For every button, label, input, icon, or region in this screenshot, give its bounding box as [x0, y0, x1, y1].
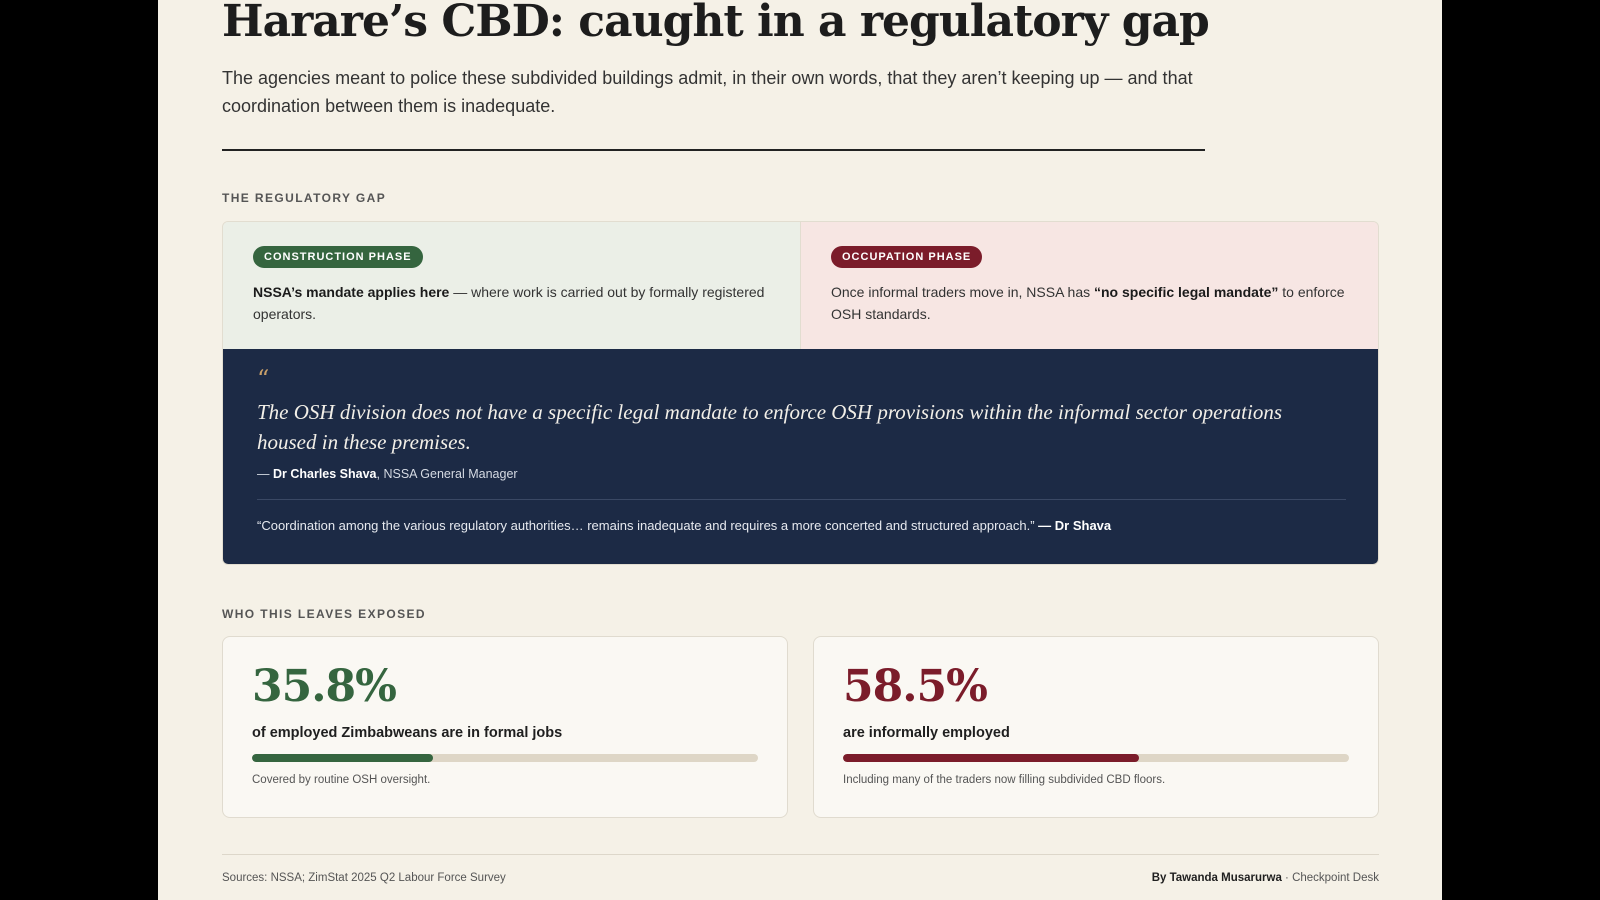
occupation-phase-post: to enforce OSH standards.: [831, 284, 1345, 322]
sources: Sources: NSSA; ZimStat 2025 Q2 Labour Fo…: [222, 872, 506, 884]
stat-value-informal: 58.5%: [843, 661, 988, 712]
quote-mark-icon: “: [257, 365, 270, 393]
byline-desk: · Checkpoint Desk: [1281, 872, 1379, 884]
stat-card-formal: 35.8% of employed Zimbabweans are in for…: [222, 636, 788, 818]
construction-phase-text: NSSA’s mandate applies here — where work…: [253, 281, 770, 325]
progress-fill-informal: [843, 754, 1139, 762]
pull-quote: The OSH division does not have a specifi…: [257, 400, 1282, 454]
stat-label-informal: are informally employed: [843, 725, 1010, 741]
construction-phase: CONSTRUCTION PHASE NSSA’s mandate applie…: [223, 222, 801, 349]
quote-attribution: — Dr Charles Shava, NSSA General Manager: [257, 467, 1346, 481]
progress-bar-formal: [252, 754, 758, 762]
stat-label-formal: of employed Zimbabweans are in formal jo…: [252, 725, 563, 741]
progress-fill-formal: [252, 754, 434, 762]
header-rule: [222, 149, 1205, 151]
occupation-phase-pre: Once informal traders move in, NSSA has: [831, 284, 1094, 300]
footer-rule: [222, 854, 1379, 855]
quote-panel: “ The OSH division does not have a speci…: [223, 349, 1378, 564]
occupation-phase-pill: OCCUPATION PHASE: [831, 246, 983, 268]
section-label-exposed: WHO THIS LEAVES EXPOSED: [222, 607, 427, 621]
secondary-quote-attribution: — Dr Shava: [1038, 518, 1112, 533]
section-label-regulatory-gap: THE REGULATORY GAP: [222, 191, 387, 205]
quote-divider: [257, 499, 1346, 500]
headline: Harare’s CBD: caught in a regulatory gap: [222, 0, 1210, 47]
byline: By Tawanda Musarurwa · Checkpoint Desk: [1152, 872, 1379, 884]
construction-phase-pill: CONSTRUCTION PHASE: [253, 246, 423, 268]
stat-card-informal: 58.5% are informally employed Including …: [813, 636, 1379, 818]
regulatory-gap-panel: CONSTRUCTION PHASE NSSA’s mandate applie…: [222, 221, 1379, 565]
byline-author: By Tawanda Musarurwa: [1151, 872, 1282, 884]
quote-attribution-name: Dr Charles Shava: [272, 467, 377, 481]
progress-bar-informal: [843, 754, 1349, 762]
occupation-phase-text: Once informal traders move in, NSSA has …: [831, 281, 1350, 325]
dek: The agencies meant to police these subdi…: [222, 68, 1193, 116]
construction-phase-rest: — where work is carried out by formally …: [253, 284, 765, 322]
quote-attribution-dash: —: [257, 467, 273, 481]
occupation-phase: OCCUPATION PHASE Once informal traders m…: [801, 222, 1378, 349]
stat-note-formal: Covered by routine OSH oversight.: [252, 774, 431, 786]
stat-value-formal: 35.8%: [252, 661, 397, 712]
secondary-quote: “Coordination among the various regulato…: [257, 518, 1346, 533]
stat-note-informal: Including many of the traders now fillin…: [843, 774, 1166, 786]
quote-attribution-role: , NSSA General Manager: [376, 467, 518, 481]
construction-phase-bold: NSSA’s mandate applies here: [253, 284, 450, 300]
secondary-quote-text: “Coordination among the various regulato…: [257, 518, 1039, 533]
occupation-phase-bold: “no specific legal mandate”: [1094, 284, 1279, 300]
article-page: Harare’s CBD: caught in a regulatory gap…: [158, 0, 1442, 900]
